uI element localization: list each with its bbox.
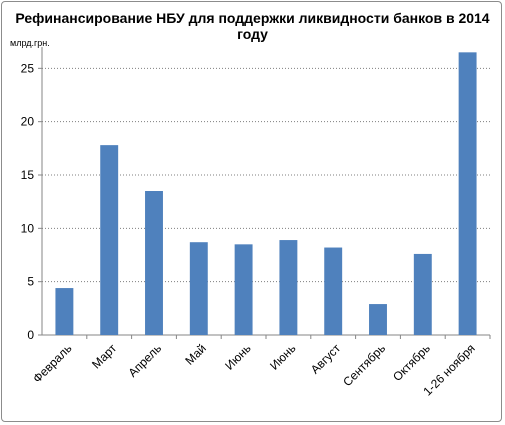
x-category-label: Февраль bbox=[30, 341, 74, 385]
bar bbox=[413, 253, 432, 335]
x-category-label: Август bbox=[308, 341, 344, 377]
bar bbox=[234, 244, 253, 335]
x-category-label: Март bbox=[89, 341, 120, 372]
chart-title: Рефинансирование НБУ для поддержки ликви… bbox=[15, 10, 490, 42]
y-tick-label: 20 bbox=[21, 115, 35, 129]
bar bbox=[324, 247, 343, 335]
y-tick-label: 10 bbox=[21, 221, 35, 235]
x-category-label: Июнь bbox=[222, 341, 253, 372]
bar bbox=[145, 191, 163, 335]
y-axis-unit-label: млрд.грн. bbox=[10, 38, 50, 48]
y-tick-label: 15 bbox=[21, 168, 35, 182]
y-tick-label: 25 bbox=[21, 61, 35, 75]
x-category-label: Май bbox=[182, 341, 209, 368]
bar bbox=[458, 52, 477, 335]
bar bbox=[369, 304, 387, 335]
y-tick-label: 0 bbox=[27, 328, 34, 342]
x-category-label: Сентябрь bbox=[340, 341, 388, 389]
x-category-label: Июнь bbox=[267, 341, 298, 372]
bar bbox=[100, 145, 119, 335]
x-category-label: Апрель bbox=[125, 341, 164, 380]
y-tick-label: 5 bbox=[27, 275, 34, 289]
bar bbox=[55, 288, 74, 335]
x-category-label: Октябрь bbox=[390, 341, 433, 384]
bar bbox=[189, 242, 208, 335]
bar bbox=[279, 240, 298, 335]
